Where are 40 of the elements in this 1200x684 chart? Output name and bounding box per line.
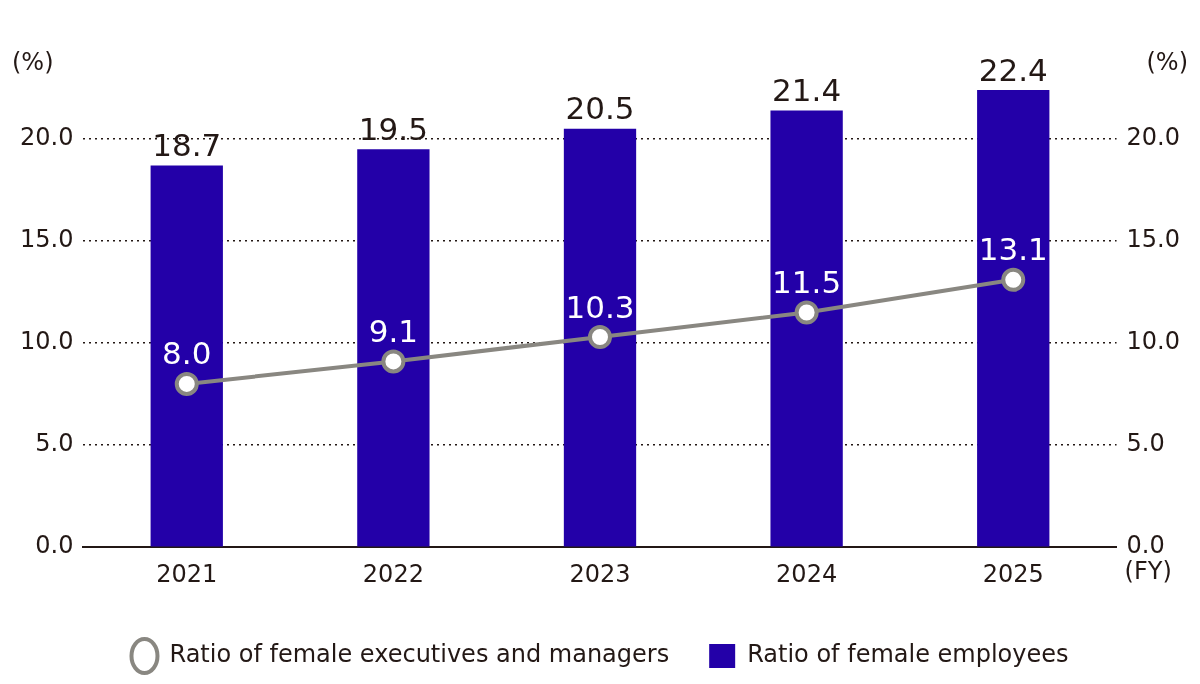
bar bbox=[150, 165, 223, 547]
point bbox=[1001, 267, 1026, 292]
data-label: 10.3 bbox=[565, 288, 635, 325]
y2-tick-label: 0.0 bbox=[1126, 531, 1165, 560]
x-tick-label: 2023 bbox=[569, 559, 631, 588]
data-label: 21.4 bbox=[772, 71, 842, 108]
x-axis-title: (FY) bbox=[1124, 557, 1172, 586]
bar bbox=[977, 90, 1050, 547]
bar bbox=[563, 128, 637, 547]
data-label: 11.5 bbox=[772, 264, 842, 301]
y-tick-label: 20.0 bbox=[20, 123, 74, 152]
data-label: 19.5 bbox=[358, 110, 428, 147]
point bbox=[588, 324, 612, 349]
legend-label: Ratio of female employees bbox=[747, 640, 1069, 669]
x-tick-label: 2024 bbox=[776, 559, 838, 588]
y2-tick-label: 5.0 bbox=[1126, 429, 1165, 458]
point bbox=[794, 300, 819, 325]
point bbox=[381, 349, 406, 374]
y-tick-label: 5.0 bbox=[35, 429, 74, 458]
y2-tick-label: 15.0 bbox=[1126, 225, 1180, 254]
data-label: 18.7 bbox=[152, 127, 222, 164]
y-axis-title: (%) bbox=[12, 48, 54, 77]
y2-tick-label: 10.0 bbox=[1126, 327, 1180, 356]
point bbox=[174, 371, 199, 396]
y-tick-label: 15.0 bbox=[20, 225, 74, 254]
y-tick-label: 10.0 bbox=[20, 327, 74, 356]
y-tick-label: 0.0 bbox=[35, 531, 74, 560]
y2-axis-title: (%) bbox=[1146, 48, 1188, 77]
data-label: 13.1 bbox=[978, 231, 1048, 268]
x-tick-label: 2022 bbox=[362, 559, 424, 588]
legend-label: Ratio of female executives and managers bbox=[169, 640, 670, 669]
y2-tick-label: 20.0 bbox=[1126, 123, 1180, 152]
bar bbox=[770, 110, 843, 547]
bar bbox=[357, 149, 430, 547]
x-tick-label: 2021 bbox=[156, 559, 218, 588]
data-label: 22.4 bbox=[978, 51, 1048, 88]
data-label: 9.1 bbox=[368, 313, 419, 350]
data-label: 8.0 bbox=[162, 335, 212, 372]
x-tick-label: 2025 bbox=[982, 559, 1044, 588]
data-label: 20.5 bbox=[565, 90, 635, 127]
